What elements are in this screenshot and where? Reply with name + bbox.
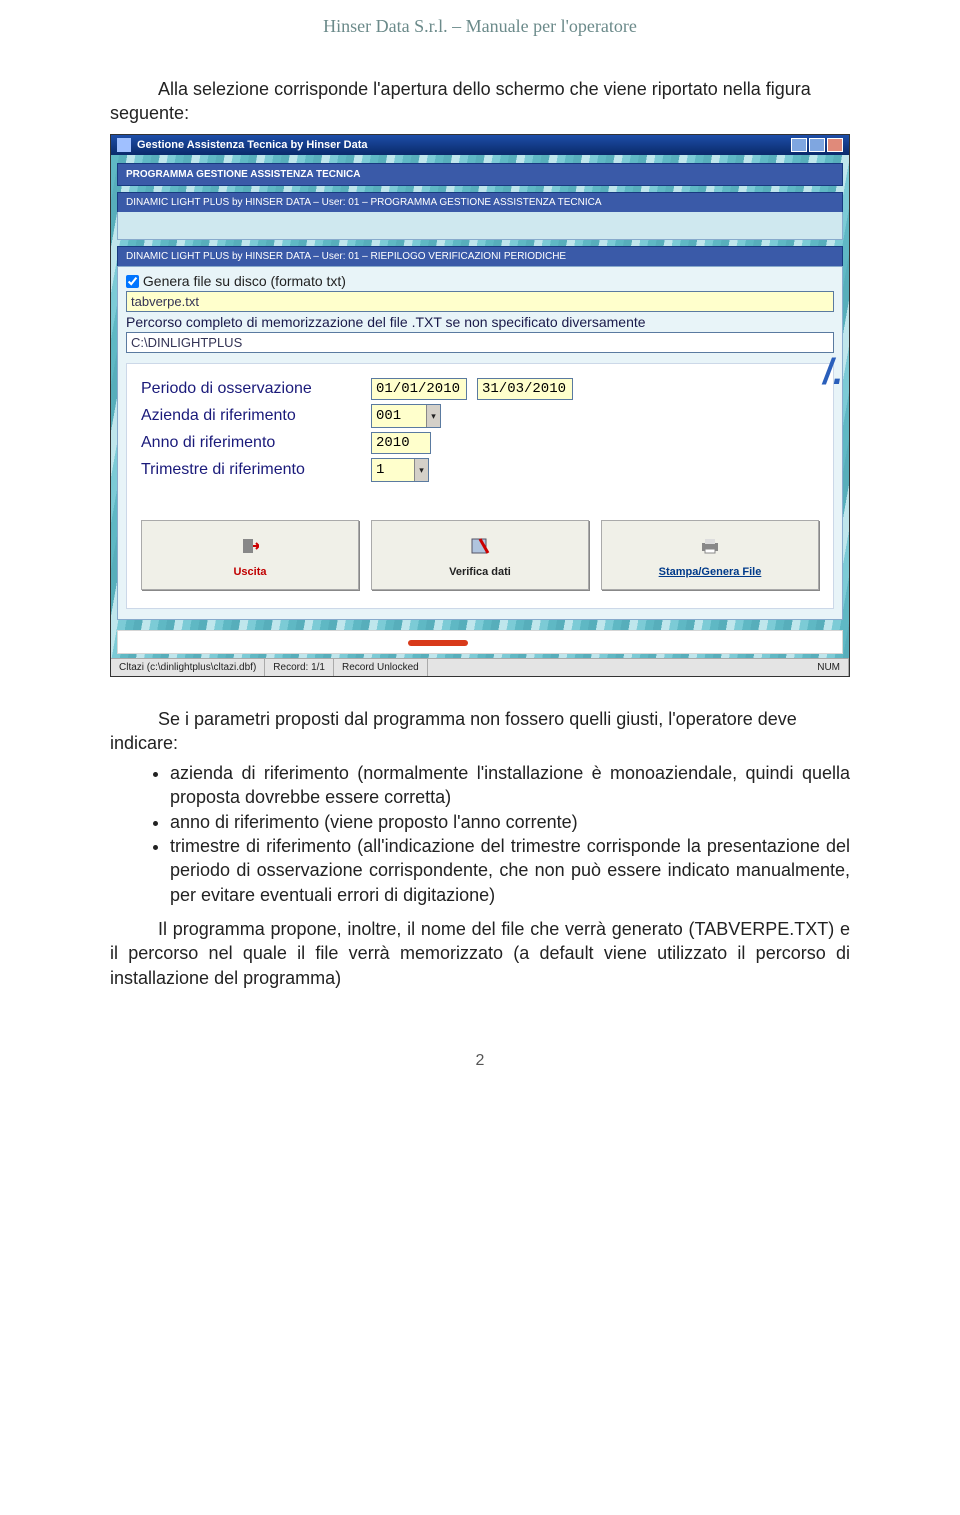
- trimestre-combo[interactable]: ▾: [371, 458, 429, 482]
- periodo-label: Periodo di osservazione: [141, 380, 371, 398]
- status-file: Cltazi (c:\dinlightplus\cltazi.dbf): [111, 659, 265, 676]
- status-lock: Record Unlocked: [334, 659, 428, 676]
- verifica-button[interactable]: Verifica dati: [371, 520, 589, 590]
- bullet-list: azienda di riferimento (normalmente l'in…: [170, 761, 850, 907]
- footer-strip: [117, 630, 843, 654]
- status-num: NUM: [809, 659, 849, 676]
- trimestre-label: Trimestre di riferimento: [141, 461, 371, 479]
- intro-paragraph: Alla selezione corrisponde l'apertura de…: [110, 77, 850, 126]
- periodo-from-input[interactable]: [371, 378, 467, 400]
- stampa-button[interactable]: Stampa/Genera File: [601, 520, 819, 590]
- subtitle-bar-2: DINAMIC LIGHT PLUS by HINSER DATA – User…: [117, 246, 843, 266]
- filename-input[interactable]: [126, 291, 834, 312]
- uscita-button[interactable]: Uscita: [141, 520, 359, 590]
- anno-input[interactable]: [371, 432, 431, 454]
- app-screenshot: Gestione Assistenza Tecnica by Hinser Da…: [110, 134, 850, 677]
- trimestre-dropdown-icon[interactable]: ▾: [414, 459, 428, 481]
- close-button[interactable]: [827, 138, 843, 152]
- print-icon: [699, 532, 721, 560]
- azienda-label: Azienda di riferimento: [141, 407, 371, 425]
- para3: Il programma propone, inoltre, il nome d…: [110, 917, 850, 990]
- dialog-panel: Genera file su disco (formato txt) Perco…: [117, 266, 843, 620]
- verifica-label: Verifica dati: [449, 566, 511, 578]
- minimize-button[interactable]: [791, 138, 807, 152]
- generate-file-row: Genera file su disco (formato txt): [126, 273, 834, 289]
- azienda-input[interactable]: [372, 405, 426, 427]
- form-panel: Periodo di osservazione Azienda di rifer…: [126, 363, 834, 609]
- window-title: Gestione Assistenza Tecnica by Hinser Da…: [137, 139, 367, 151]
- periodo-to-input[interactable]: [477, 378, 573, 400]
- exit-icon: [241, 532, 259, 560]
- window-titlebar: Gestione Assistenza Tecnica by Hinser Da…: [111, 135, 849, 155]
- status-record: Record: 1/1: [265, 659, 334, 676]
- bullet-item: azienda di riferimento (normalmente l'in…: [170, 761, 850, 810]
- generate-file-label: Genera file su disco (formato txt): [143, 273, 346, 289]
- path-input[interactable]: [126, 332, 834, 353]
- anno-label: Anno di riferimento: [141, 434, 371, 452]
- azienda-dropdown-icon[interactable]: ▾: [426, 405, 440, 427]
- bullet-item: trimestre di riferimento (all'indicazion…: [170, 834, 850, 907]
- path-description: Percorso completo di memorizzazione del …: [126, 314, 834, 330]
- uscita-label: Uscita: [233, 566, 266, 578]
- status-bar: Cltazi (c:\dinlightplus\cltazi.dbf) Reco…: [111, 658, 849, 676]
- button-bar: Uscita Verifica dati Stamp: [141, 520, 819, 590]
- bullet-item: anno di riferimento (viene proposto l'an…: [170, 810, 850, 834]
- program-banner: PROGRAMMA GESTIONE ASSISTENZA TECNICA: [117, 163, 843, 186]
- para2-lead: Se i parametri proposti dal programma no…: [110, 707, 850, 756]
- verify-icon: [470, 532, 490, 560]
- page-number: 2: [110, 1050, 850, 1072]
- stampa-label: Stampa/Genera File: [659, 566, 762, 578]
- app-icon: [117, 138, 131, 152]
- trimestre-input[interactable]: [372, 459, 414, 481]
- subtitle-bar-1: DINAMIC LIGHT PLUS by HINSER DATA – User…: [117, 192, 843, 212]
- maximize-button[interactable]: [809, 138, 825, 152]
- logo-fragment: /.: [823, 351, 843, 393]
- generate-file-checkbox[interactable]: [126, 275, 139, 288]
- azienda-combo[interactable]: ▾: [371, 404, 441, 428]
- page-header: Hinser Data S.r.l. – Manuale per l'opera…: [0, 0, 960, 77]
